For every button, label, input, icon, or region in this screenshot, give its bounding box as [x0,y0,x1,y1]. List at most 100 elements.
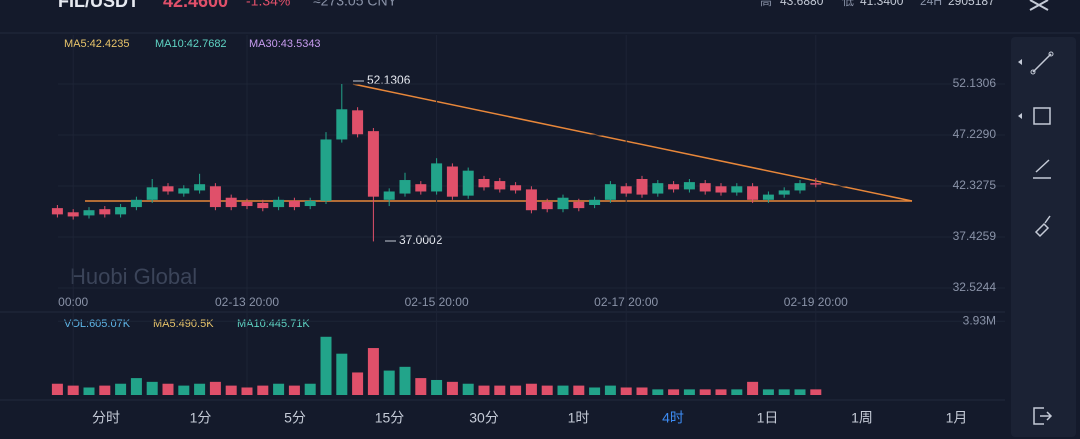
y-tick-label: 32.5244 [953,280,997,294]
candle-body [194,184,206,191]
volume-bar [336,353,348,395]
volume-tick-label: 3.93M [963,313,996,327]
candle-body [336,109,348,140]
y-tick-label: 37.4259 [953,229,997,243]
candle-body [810,183,822,185]
clear-tool[interactable] [1034,215,1051,238]
watermark: Huobi Global [70,264,197,289]
volume-bar [288,385,300,395]
timeframe-tab[interactable]: 30分 [469,410,499,426]
volume-bar [320,336,332,395]
candle-body [762,194,774,200]
candle-body [162,186,174,192]
candle-body [367,131,379,197]
candle-body [557,197,569,210]
candle-body [462,170,474,196]
line-tool[interactable] [1032,53,1052,73]
pen-tool[interactable] [1033,159,1051,179]
volume-bar [636,387,648,395]
ma10-label: MA10:42.7682 [155,38,227,50]
x-tick-label: 02-13 20:00 [215,295,279,309]
vol-label: VOL:605.07K [64,318,131,330]
y-tick-label: 42.3275 [953,178,997,192]
timeframe-tab[interactable]: 1月 [946,410,968,426]
timeframe-tab[interactable]: 15分 [375,410,405,426]
volume-bar [146,381,158,395]
close-button[interactable] [1029,0,1049,11]
volume-bar [383,370,395,395]
cny: ≈273.05 CNY [313,0,398,9]
timeframe-tab[interactable]: 1时 [568,410,590,426]
candle-body [794,183,806,191]
candle-body [620,186,632,194]
volume-bar [762,389,774,395]
candle-body [541,201,553,210]
volume-bar [668,389,680,395]
candle-body [589,199,601,206]
volume-bar [241,387,253,395]
high: 43.6880 [780,0,824,8]
volume-bar [494,385,506,395]
candle-body [273,199,285,208]
candle-body [130,199,142,208]
line-tool-dot [1048,51,1054,57]
volume-bar [525,383,537,395]
exit-button[interactable] [1033,407,1053,425]
volume-bar [67,385,79,395]
x-tick-label: 02-17 20:00 [594,295,658,309]
candle-body [51,208,63,215]
volume-bar [209,381,221,395]
candle-body [304,200,316,207]
candle-body [683,182,695,190]
candle-body [573,201,585,209]
volume-bar [83,387,95,395]
candle-body [446,166,458,197]
timeframe-tab[interactable]: 1分 [190,410,212,426]
candle-body [99,209,111,215]
candle-body [652,183,664,194]
candle-body [67,212,79,217]
candle-body [320,139,332,201]
rect-tool[interactable] [1033,107,1051,125]
timeframe-tab[interactable]: 1日 [757,410,779,426]
timeframe-tab[interactable]: 分时 [92,410,120,426]
candle-body [115,207,127,215]
volume-bar [778,389,790,395]
volume-bar [715,389,727,395]
candle-body [604,184,616,200]
timeframe-tab[interactable]: 1周 [851,410,873,426]
vol-label: 24H [920,0,942,8]
candle-body [525,189,537,211]
volume-bar [415,378,427,395]
volume-bar [257,385,269,395]
timeframe-tab[interactable]: 4时 [662,410,684,426]
volume-bar [431,379,443,395]
volume-bar [541,385,553,395]
volume-bar [446,381,458,395]
low: 41.3400 [860,0,904,8]
candle-body [478,178,490,188]
volume-bar [620,387,632,395]
trend-line [352,83,913,202]
volume-bar [699,389,711,395]
candle-body [715,186,727,193]
candle-body [241,201,253,207]
volume-bar [652,389,664,395]
candle-body [668,184,680,190]
candle-body [288,200,300,208]
volume-bar [162,383,174,395]
x-tick-label: 02-15 20:00 [405,295,469,309]
timeframe-tab[interactable]: 5分 [284,410,306,426]
high-label: 高 [760,0,772,8]
candle-body [83,210,95,216]
volume-bar [557,385,569,395]
volume-bar [731,389,743,395]
volume-bar [273,383,285,395]
volume-bar [747,381,759,395]
price: 42.4600 [163,0,228,11]
volume-bar [352,372,364,395]
y-tick-label: 47.2290 [953,127,997,141]
volume-bar [683,389,695,395]
